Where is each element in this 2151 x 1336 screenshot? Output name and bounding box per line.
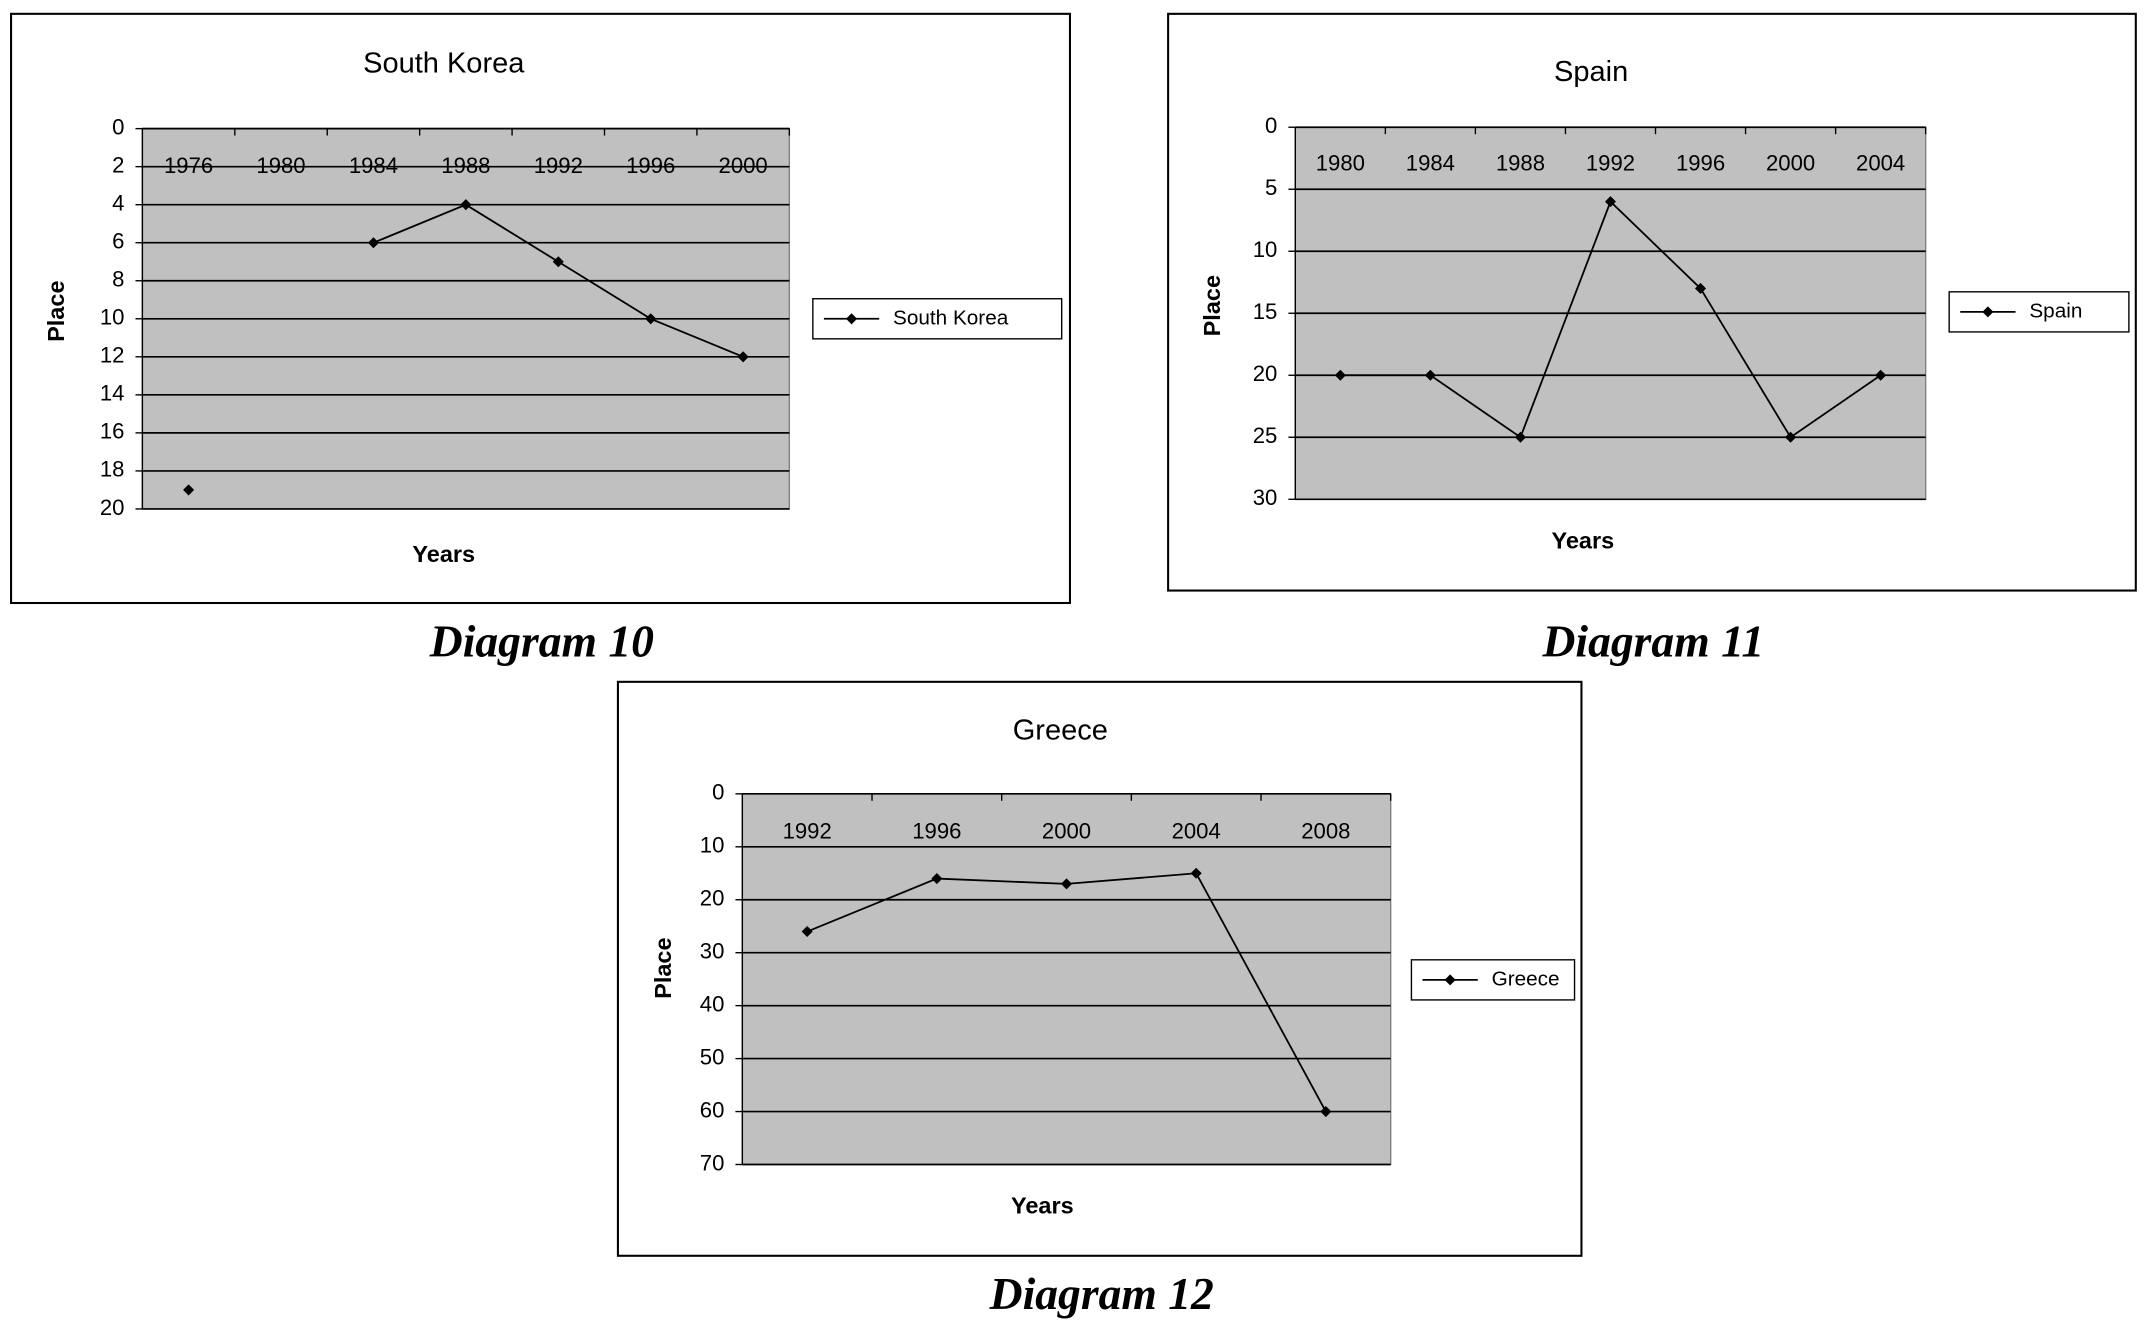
y-tick-label: 20 (1253, 361, 1278, 386)
chart-title: South Korea (363, 48, 525, 80)
y-tick-label: 15 (1253, 299, 1278, 324)
y-tick-label: 14 (100, 381, 125, 406)
y-tick-label: 20 (100, 495, 125, 520)
x-tick-label: 2004 (1856, 150, 1905, 175)
x-tick-label: 1976 (164, 153, 213, 178)
y-tick-label: 4 (112, 191, 124, 216)
x-tick-label: 2000 (1042, 818, 1091, 843)
y-axis-label: Place (650, 937, 676, 998)
x-tick-label: 1996 (912, 818, 961, 843)
point-marker (1334, 369, 1346, 381)
point-marker (737, 351, 749, 363)
chart: Greece Place Years Diagram 12 0 10 20 30 40 50 60 7… (616, 680, 1583, 1319)
x-tick-label: 1980 (256, 153, 305, 178)
x-tick-label: 1992 (1586, 150, 1635, 175)
chart-title: Greece (1013, 714, 1108, 746)
x-axis-label: Years (1551, 527, 1614, 553)
legend-marker (1444, 974, 1456, 986)
point-marker (931, 873, 943, 885)
x-axis-label: Years (412, 541, 475, 567)
x-tick-label: 2000 (719, 153, 768, 178)
caption: Diagram 12 (989, 1268, 1214, 1319)
x-axis-label: Years (1011, 1193, 1074, 1219)
point-marker (1875, 369, 1887, 381)
y-tick-label: 0 (112, 114, 124, 139)
point-marker (801, 925, 813, 938)
point-marker (1514, 431, 1526, 443)
point-marker (1424, 369, 1436, 381)
x-tick-label: 1992 (783, 818, 832, 843)
y-tick-label: 10 (700, 833, 725, 858)
y-tick-label: 40 (700, 991, 725, 1016)
y-tick-label: 30 (700, 939, 725, 964)
y-tick-label: 5 (1265, 175, 1277, 200)
y-axis-label: Place (1199, 275, 1225, 336)
point-marker (1785, 431, 1797, 443)
y-tick-label: 10 (1253, 237, 1278, 262)
plot-area (741, 793, 1392, 1166)
x-tick-label: 1988 (441, 153, 490, 178)
chart-title: Spain (1554, 56, 1628, 88)
y-tick-label: 6 (112, 229, 124, 254)
legend-label: Spain (2029, 299, 2082, 322)
x-tick-label: 1984 (349, 153, 398, 178)
caption: Diagram 11 (1541, 615, 1764, 666)
x-tick-label: 2008 (1301, 818, 1350, 843)
legend-marker (846, 313, 858, 325)
y-tick-label: 0 (1265, 113, 1277, 138)
y-tick-label: 30 (1253, 485, 1278, 510)
x-tick-label: 2004 (1172, 818, 1221, 843)
x-tick-label: 1980 (1316, 150, 1365, 175)
y-tick-label: 18 (100, 457, 125, 482)
y-tick-label: 16 (100, 419, 125, 444)
legend-label: Greece (1492, 967, 1560, 990)
chart: South Korea Place Years Diagram 10 0 2 4 6 8 10 12… (10, 12, 1072, 666)
legend-label: South Korea (893, 306, 1009, 329)
y-tick-label: 12 (100, 343, 125, 368)
y-tick-label: 60 (700, 1097, 725, 1122)
x-tick-label: 1996 (626, 153, 675, 178)
y-tick-label: 0 (712, 780, 724, 805)
point-marker (1695, 282, 1707, 294)
y-tick-label: 2 (112, 152, 124, 177)
caption: Diagram 10 (429, 615, 654, 666)
y-axis-label: Place (43, 280, 69, 341)
y-tick-label: 8 (112, 267, 124, 292)
y-tick-label: 70 (700, 1150, 725, 1175)
y-tick-label: 50 (700, 1044, 725, 1069)
point-marker (1604, 196, 1617, 208)
x-tick-label: 1984 (1406, 150, 1455, 175)
x-tick-label: 1992 (534, 153, 583, 178)
x-tick-label: 1988 (1496, 150, 1545, 175)
point-marker (552, 256, 564, 268)
y-tick-label: 20 (700, 886, 725, 911)
point-marker (367, 237, 379, 249)
legend-marker (1982, 306, 1994, 318)
point-marker (460, 199, 472, 211)
y-tick-label: 10 (100, 305, 125, 330)
x-tick-label: 2000 (1766, 150, 1815, 175)
x-tick-label: 1996 (1676, 150, 1725, 175)
chart: Spain Place Years Diagram 11 0 5 10 15 20 25 30 198… (1167, 12, 2137, 666)
y-tick-label: 25 (1253, 423, 1278, 448)
point-marker (183, 484, 195, 496)
